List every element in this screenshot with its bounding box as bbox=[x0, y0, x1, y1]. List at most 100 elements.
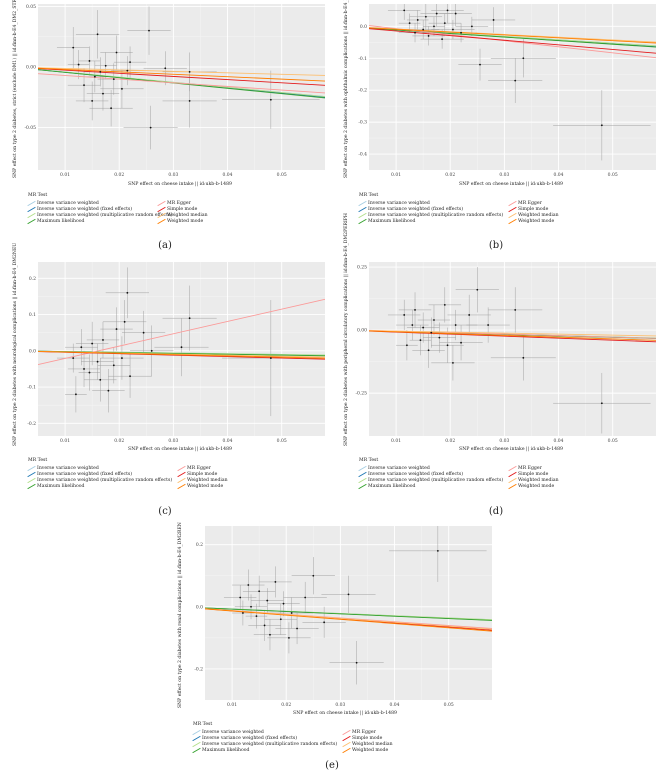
plot-a: 0.01 0.02 0.03 0.04 0.05 -0.05 0.00 0.05 bbox=[24, 4, 325, 178]
data-point bbox=[355, 661, 358, 664]
legend-item-label: Weighted median bbox=[352, 742, 393, 747]
data-point bbox=[460, 341, 462, 344]
data-point bbox=[435, 12, 438, 15]
y-axis-label: SNP effect on type 2 diabetes with perip… bbox=[344, 213, 349, 446]
legend-item: Inverse variance weighted (fixed effects… bbox=[359, 472, 463, 477]
data-point bbox=[72, 357, 75, 359]
data-point bbox=[88, 371, 91, 374]
data-point bbox=[115, 51, 118, 54]
y-axis-label: SNP effect on type 2 diabetes, strict (e… bbox=[13, 0, 18, 178]
x-tick-label: 0.02 bbox=[445, 172, 455, 178]
data-point bbox=[188, 70, 191, 73]
data-point bbox=[164, 67, 167, 70]
data-point bbox=[107, 389, 110, 392]
legend-item: Inverse variance weighted (multiplicativ… bbox=[359, 213, 503, 218]
legend-item-label: Weighted mode bbox=[518, 219, 555, 224]
legend-item-label: Maximum likelihood bbox=[368, 484, 416, 489]
legend-item: Simple mode bbox=[178, 472, 217, 477]
legend-item: Weighted median bbox=[178, 478, 228, 483]
caption: (c) bbox=[158, 506, 172, 517]
data-point bbox=[104, 64, 107, 67]
plot-area bbox=[205, 526, 492, 685]
y-tick-label: -0.2 bbox=[194, 666, 203, 672]
data-point bbox=[91, 342, 94, 345]
legend-title: MR Test bbox=[193, 722, 213, 727]
legend-item: Inverse variance weighted (fixed effects… bbox=[28, 472, 132, 477]
legend-item-label: Maximum likelihood bbox=[202, 748, 250, 753]
legend-item-label: Simple mode bbox=[167, 207, 198, 212]
legend-key-icon bbox=[28, 466, 35, 471]
x-tick-label: 0.04 bbox=[554, 438, 564, 444]
legend-key-icon bbox=[343, 748, 350, 753]
regression-line bbox=[369, 330, 656, 337]
legend-item: Maximum likelihood bbox=[193, 748, 249, 753]
x-tick-label: 0.05 bbox=[608, 438, 618, 444]
data-point bbox=[93, 75, 96, 78]
legend-item-label: Inverse variance weighted (multiplicativ… bbox=[368, 213, 504, 218]
legend-item: MR Egger bbox=[343, 730, 376, 735]
regression-line bbox=[38, 73, 325, 94]
legend-item-label: Weighted mode bbox=[187, 484, 224, 489]
data-point bbox=[422, 326, 425, 329]
legend-key-icon bbox=[343, 742, 350, 747]
plot-area bbox=[369, 4, 656, 161]
data-point bbox=[460, 31, 462, 34]
y-tick-label: 0.2 bbox=[29, 276, 36, 282]
legend-key-icon bbox=[359, 201, 366, 206]
data-point bbox=[129, 375, 131, 378]
data-point bbox=[72, 46, 75, 49]
legend-item-label: Simple mode bbox=[187, 472, 218, 477]
x-tick-label: 0.03 bbox=[168, 438, 178, 444]
data-point bbox=[188, 317, 191, 320]
legend: MR Test Inverse variance weighted Invers… bbox=[28, 458, 328, 506]
regression-line bbox=[369, 28, 656, 54]
legend-key-icon bbox=[509, 466, 516, 471]
legend: MR Test Inverse variance weighted Invers… bbox=[359, 458, 659, 506]
legend-key-icon bbox=[509, 484, 516, 489]
y-tick-label: 0.0 bbox=[360, 24, 367, 30]
data-point bbox=[416, 19, 419, 21]
data-point bbox=[600, 402, 603, 405]
x-tick-label: 0.03 bbox=[499, 172, 509, 178]
y-axis-label: SNP effect on type 2 diabetes with neuro… bbox=[13, 242, 18, 446]
legend-key-icon bbox=[28, 472, 35, 477]
legend-item-label: Inverse variance weighted (fixed effects… bbox=[37, 472, 133, 477]
data-point bbox=[441, 38, 444, 41]
legend-item-label: Inverse variance weighted bbox=[368, 201, 430, 206]
data-point bbox=[126, 69, 129, 72]
plot-area bbox=[369, 267, 656, 434]
data-point bbox=[269, 98, 272, 101]
legend-item: Weighted median bbox=[343, 742, 393, 747]
legend-key-icon bbox=[178, 466, 185, 471]
legend-key-icon bbox=[158, 213, 165, 218]
data-point bbox=[80, 346, 83, 349]
data-point bbox=[290, 612, 293, 614]
legend-key-icon bbox=[28, 213, 35, 218]
y-tick-label: -0.2 bbox=[358, 88, 367, 94]
y-tick-label: -0.1 bbox=[27, 385, 36, 391]
data-point bbox=[427, 349, 430, 352]
data-point bbox=[296, 627, 298, 630]
x-tick-label: 0.05 bbox=[277, 172, 287, 178]
x-tick-label: 0.04 bbox=[223, 438, 233, 444]
data-point bbox=[430, 331, 433, 334]
plot-background bbox=[38, 4, 325, 170]
legend-item-label: Weighted mode bbox=[352, 748, 389, 753]
data-point bbox=[403, 314, 406, 316]
legend-item-label: Inverse variance weighted (multiplicativ… bbox=[37, 478, 173, 483]
plot-background bbox=[369, 262, 656, 436]
data-point bbox=[600, 124, 603, 127]
y-tick-label: 0.1 bbox=[29, 312, 36, 318]
x-tick-label: 0.03 bbox=[335, 702, 345, 708]
legend-item: Inverse variance weighted (fixed effects… bbox=[193, 736, 297, 741]
y-tick-label: 0.0 bbox=[29, 348, 36, 354]
regression-line bbox=[38, 350, 325, 359]
legend-item-label: Simple mode bbox=[518, 472, 549, 477]
legend-item: Weighted median bbox=[158, 213, 208, 218]
x-tick-label: 0.03 bbox=[499, 438, 509, 444]
legend-key-icon bbox=[28, 484, 35, 489]
data-point bbox=[452, 28, 454, 31]
regression-line bbox=[369, 330, 656, 341]
legend-item-label: MR Egger bbox=[518, 466, 542, 471]
y-tick-label: -0.1 bbox=[358, 56, 367, 62]
